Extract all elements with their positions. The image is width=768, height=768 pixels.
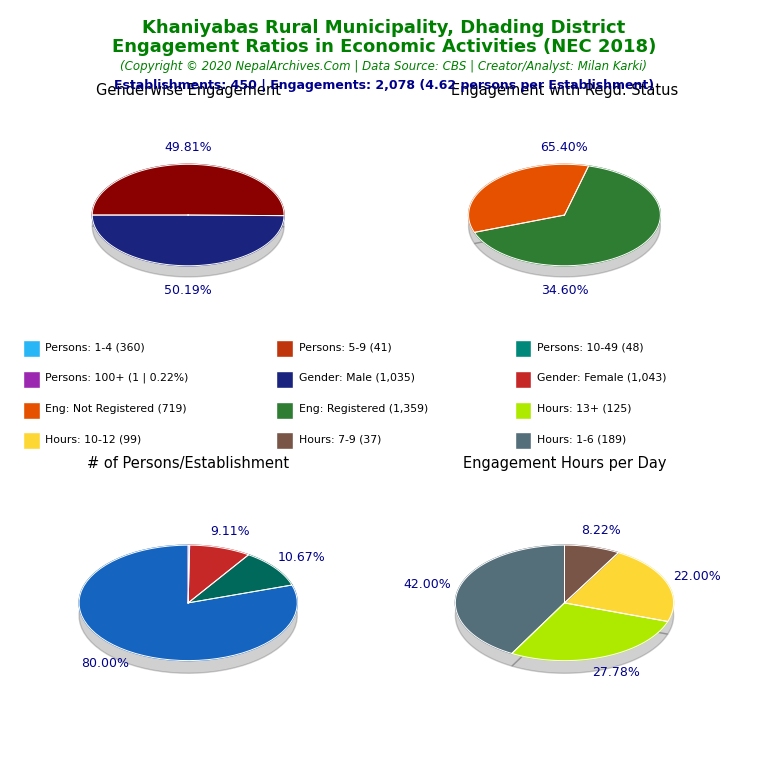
Text: Persons: 5-9 (41): Persons: 5-9 (41): [299, 342, 392, 353]
Polygon shape: [455, 545, 564, 654]
Text: Khaniyabas Rural Municipality, Dhading District: Khaniyabas Rural Municipality, Dhading D…: [142, 19, 626, 37]
Text: Persons: 100+ (1 | 0.22%): Persons: 100+ (1 | 0.22%): [45, 372, 189, 383]
Text: Hours: 1-6 (189): Hours: 1-6 (189): [537, 434, 626, 445]
Text: Eng: Registered (1,359): Eng: Registered (1,359): [299, 403, 428, 414]
Polygon shape: [188, 558, 249, 616]
Polygon shape: [79, 558, 297, 674]
Text: 65.40%: 65.40%: [541, 141, 588, 154]
Text: (Copyright © 2020 NepalArchives.Com | Data Source: CBS | Creator/Analyst: Milan : (Copyright © 2020 NepalArchives.Com | Da…: [121, 60, 647, 73]
Text: 34.60%: 34.60%: [541, 283, 588, 296]
Polygon shape: [188, 568, 292, 616]
Text: Hours: 13+ (125): Hours: 13+ (125): [537, 403, 631, 414]
Title: Genderwise Engagement: Genderwise Engagement: [96, 84, 280, 98]
Text: 22.00%: 22.00%: [674, 570, 721, 583]
Polygon shape: [92, 175, 284, 227]
Text: 9.11%: 9.11%: [210, 525, 250, 538]
Title: Engagement with Regd. Status: Engagement with Regd. Status: [451, 84, 678, 98]
Polygon shape: [468, 164, 588, 233]
Text: Persons: 1-4 (360): Persons: 1-4 (360): [45, 342, 145, 353]
Text: Gender: Female (1,043): Gender: Female (1,043): [537, 372, 667, 383]
Text: Establishments: 450 | Engagements: 2,078 (4.62 persons per Establishment): Establishments: 450 | Engagements: 2,078…: [114, 79, 654, 92]
Polygon shape: [188, 554, 292, 603]
Polygon shape: [564, 558, 618, 616]
Title: Engagement Hours per Day: Engagement Hours per Day: [463, 456, 666, 471]
Polygon shape: [564, 553, 674, 621]
Polygon shape: [188, 558, 190, 616]
Polygon shape: [92, 164, 284, 216]
Polygon shape: [92, 227, 284, 277]
Text: 8.22%: 8.22%: [581, 524, 621, 537]
Text: Hours: 10-12 (99): Hours: 10-12 (99): [45, 434, 141, 445]
Text: Engagement Ratios in Economic Activities (NEC 2018): Engagement Ratios in Economic Activities…: [112, 38, 656, 56]
Title: # of Persons/Establishment: # of Persons/Establishment: [87, 456, 290, 471]
Text: 42.00%: 42.00%: [403, 578, 451, 591]
Text: 49.81%: 49.81%: [164, 141, 212, 154]
Polygon shape: [455, 558, 564, 666]
Text: 10.67%: 10.67%: [277, 551, 325, 564]
Polygon shape: [564, 545, 618, 603]
Polygon shape: [468, 175, 588, 243]
Text: 50.19%: 50.19%: [164, 283, 212, 296]
Polygon shape: [564, 565, 674, 634]
Text: Eng: Not Registered (719): Eng: Not Registered (719): [45, 403, 187, 414]
Polygon shape: [92, 215, 284, 266]
Polygon shape: [475, 166, 660, 266]
Polygon shape: [188, 545, 190, 603]
Text: 80.00%: 80.00%: [81, 657, 129, 670]
Polygon shape: [512, 603, 668, 660]
Text: Hours: 7-9 (37): Hours: 7-9 (37): [299, 434, 381, 445]
Polygon shape: [79, 545, 297, 660]
Polygon shape: [475, 177, 660, 277]
Polygon shape: [188, 545, 249, 603]
Text: 27.78%: 27.78%: [592, 667, 640, 680]
Polygon shape: [512, 616, 668, 674]
Text: Persons: 10-49 (48): Persons: 10-49 (48): [537, 342, 644, 353]
Text: Gender: Male (1,035): Gender: Male (1,035): [299, 372, 415, 383]
